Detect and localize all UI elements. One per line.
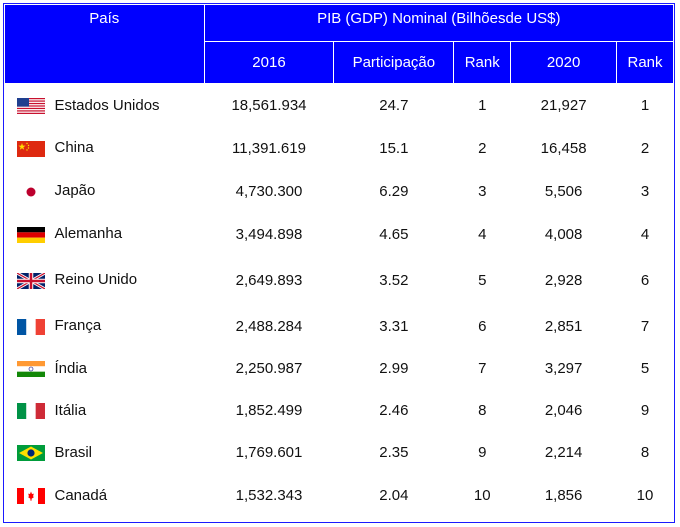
rank-2016-cell: 2: [478, 139, 487, 157]
header-2016: 2016: [203, 41, 335, 84]
rank-2016-cell: 9: [478, 444, 487, 461]
table-row: Japão 4,730.300 6.29 3 5,506 3: [5, 170, 674, 213]
gdp-2016-cell: 18,561.934: [231, 96, 307, 114]
rank-2016-cell: 8: [478, 402, 487, 419]
share-cell: 2.99: [379, 360, 409, 377]
table-row: Canadá 1,532.343 2.04 10 1,856 10: [5, 474, 674, 518]
header-rank-2020: Rank: [616, 41, 674, 84]
gdp-table: País PIB (GDP) Nominal (Bilhõesde US$) 2…: [4, 4, 675, 518]
rank-2016-cell: 5: [478, 271, 487, 289]
header-rank-2016: Rank: [453, 41, 512, 84]
country-name: Reino Unido: [54, 271, 138, 289]
country-name: Índia: [54, 359, 88, 377]
header-gdp-group: PIB (GDP) Nominal (Bilhõesde US$): [203, 4, 675, 42]
italy-flag-icon: [16, 403, 45, 420]
gdp-2016-cell: 1,852.499: [235, 402, 303, 419]
france-flag-icon: [16, 318, 45, 335]
share-cell: 2.35: [379, 444, 409, 461]
country-name: Canadá: [54, 486, 108, 504]
rank-2020-cell: 4: [640, 225, 650, 243]
gdp-2020-cell: 2,214: [544, 444, 583, 461]
gdp-2016-cell: 1,532.343: [235, 487, 303, 504]
country-cell: Japão: [5, 170, 205, 213]
rank-2020-cell: 9: [640, 402, 650, 419]
uk-flag-icon: [16, 272, 45, 289]
country-cell: Alemanha: [5, 213, 205, 256]
rank-2020-cell: 7: [640, 317, 650, 335]
share-cell: 3.31: [379, 317, 409, 335]
country-cell: Brasil: [5, 432, 205, 474]
germany-flag-icon: [16, 226, 45, 243]
rank-2020-cell: 8: [640, 444, 650, 461]
table-row: Brasil 1,769.601 2.35 9 2,214 8: [5, 432, 674, 474]
share-cell: 15.1: [379, 139, 409, 157]
table-row: China 11,391.619 15.1 2 16,458 2: [5, 127, 674, 170]
country-cell: França: [5, 305, 205, 348]
gdp-2020-cell: 16,458: [540, 139, 587, 157]
table-row: Índia 2,250.987 2.99 7 3,297 5: [5, 348, 674, 390]
share-cell: 2.04: [379, 487, 409, 504]
rank-2020-cell: 2: [640, 139, 650, 157]
rank-2016-cell: 10: [473, 487, 491, 504]
usa-flag-icon: [16, 97, 45, 114]
rank-2020-cell: 1: [640, 96, 650, 114]
gdp-2020-cell: 3,297: [544, 360, 583, 377]
rank-2016-cell: 3: [478, 182, 487, 200]
gdp-2020-cell: 2,851: [544, 317, 583, 335]
china-flag-icon: [16, 140, 45, 157]
gdp-2020-cell: 2,046: [544, 402, 583, 419]
japan-flag-icon: [16, 183, 45, 200]
table-frame: [3, 3, 675, 523]
rank-2020-cell: 6: [640, 271, 650, 289]
country-cell: Estados Unidos: [5, 84, 205, 127]
table-row: Estados Unidos 18,561.934 24.7 1 21,927 1: [5, 84, 674, 127]
rank-2016-cell: 6: [478, 317, 487, 335]
country-name: França: [54, 317, 102, 335]
share-cell: 4.65: [379, 225, 409, 243]
header-country: País: [4, 4, 205, 84]
table-row: França 2,488.284 3.31 6 2,851 7: [5, 305, 674, 348]
country-cell: Canadá: [5, 474, 205, 518]
gdp-2020-cell: 4,008: [544, 225, 583, 243]
country-name: Brasil: [54, 443, 93, 461]
table-row: Reino Unido 2,649.893 3.52 5 2,928 6: [5, 256, 674, 305]
table-row: Alemanha 3,494.898 4.65 4 4,008 4: [5, 213, 674, 256]
gdp-2020-cell: 5,506: [544, 182, 583, 200]
rank-2020-cell: 3: [640, 182, 650, 200]
gdp-2016-cell: 2,250.987: [235, 360, 303, 377]
country-name: Itália: [54, 401, 87, 419]
country-cell: China: [5, 127, 205, 170]
share-cell: 6.29: [379, 182, 409, 200]
gdp-2016-cell: 2,649.893: [235, 271, 303, 289]
country-cell: Reino Unido: [5, 256, 205, 305]
canada-flag-icon: [16, 488, 45, 505]
rank-2020-cell: 10: [636, 487, 654, 504]
rank-2016-cell: 4: [478, 225, 487, 243]
rank-2016-cell: 7: [478, 360, 487, 377]
header-2020: 2020: [510, 41, 618, 84]
brazil-flag-icon: [16, 445, 45, 462]
gdp-2020-cell: 1,856: [544, 487, 583, 504]
gdp-2020-cell: 2,928: [544, 271, 583, 289]
gdp-2016-cell: 11,391.619: [232, 139, 306, 157]
country-cell: Itália: [5, 390, 205, 432]
gdp-2016-cell: 3,494.898: [235, 225, 303, 243]
country-name: Estados Unidos: [54, 96, 160, 114]
country-name: Japão: [54, 182, 96, 200]
gdp-2016-cell: 4,730.300: [235, 182, 303, 200]
share-cell: 2.46: [379, 402, 409, 419]
gdp-2020-cell: 21,927: [540, 96, 587, 114]
table-row: Itália 1,852.499 2.46 8 2,046 9: [5, 390, 674, 432]
gdp-2016-cell: 1,769.601: [235, 444, 303, 461]
country-cell: Índia: [5, 348, 205, 390]
country-name: Alemanha: [54, 225, 123, 243]
share-cell: 24.7: [379, 96, 409, 114]
rank-2016-cell: 1: [478, 96, 487, 114]
gdp-2016-cell: 2,488.284: [235, 317, 303, 335]
header-share: Participação: [333, 41, 455, 84]
country-name: China: [54, 139, 94, 157]
rank-2020-cell: 5: [640, 360, 650, 377]
india-flag-icon: [16, 361, 45, 378]
share-cell: 3.52: [379, 271, 409, 289]
